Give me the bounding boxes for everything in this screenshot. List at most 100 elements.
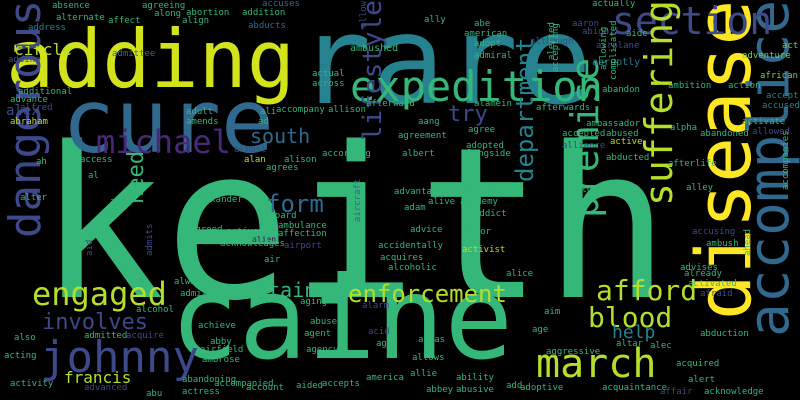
cloud-word: keith bbox=[38, 102, 671, 347]
cloud-word: activist bbox=[462, 245, 506, 255]
cloud-word: addition bbox=[242, 8, 286, 18]
cloud-word: ali bbox=[260, 107, 277, 117]
cloud-word: actress bbox=[182, 387, 220, 397]
cloud-word: alive bbox=[428, 197, 456, 207]
cloud-word: aaron bbox=[572, 19, 600, 29]
cloud-word: alex bbox=[6, 103, 40, 119]
cloud-word: admits bbox=[145, 223, 155, 256]
cloud-word: adoptive bbox=[520, 383, 564, 393]
cloud-word: always bbox=[174, 277, 207, 287]
cloud-word: adopted bbox=[466, 141, 504, 151]
cloud-word: agency bbox=[306, 345, 339, 355]
cloud-word: afterlife bbox=[668, 159, 717, 169]
cloud-word: afterwards bbox=[536, 103, 591, 113]
cloud-word: abusive bbox=[456, 385, 494, 395]
cloud-word: aang bbox=[418, 117, 440, 127]
cloud-word: advice bbox=[410, 225, 443, 235]
cloud-word: actual bbox=[312, 69, 345, 79]
cloud-word: afterward bbox=[366, 99, 415, 109]
cloud-word: abraham bbox=[10, 117, 48, 127]
cloud-word: aftermath bbox=[641, 209, 651, 258]
cloud-word: alan bbox=[244, 155, 266, 165]
cloud-word: engaged bbox=[32, 275, 167, 313]
cloud-word: achieve bbox=[198, 321, 236, 331]
cloud-word: activates bbox=[226, 227, 275, 237]
cloud-word: add bbox=[506, 381, 523, 391]
cloud-word: adam bbox=[404, 203, 426, 213]
cloud-word: alice bbox=[506, 269, 534, 279]
cloud-word: altar bbox=[616, 339, 644, 349]
cloud-word: ambush bbox=[706, 239, 739, 249]
cloud-word: ambition bbox=[668, 81, 712, 91]
cloud-word: address bbox=[28, 23, 66, 33]
cloud-word: rare bbox=[298, 0, 592, 132]
cloud-word: ad bbox=[258, 117, 269, 127]
cloud-word: ahead bbox=[743, 228, 753, 256]
cloud-word: department bbox=[511, 37, 539, 183]
cloud-word: ally bbox=[424, 15, 446, 25]
cloud-word: adding bbox=[8, 55, 41, 65]
cloud-word: admittee bbox=[112, 49, 156, 59]
cloud-word: abducted bbox=[606, 153, 650, 163]
cloud-word: alcohol bbox=[136, 305, 174, 315]
cloud-word: aim bbox=[544, 307, 561, 317]
cloud-word: almost bbox=[234, 145, 267, 155]
cloud-word: academy bbox=[460, 197, 498, 207]
cloud-word: enforcement bbox=[348, 280, 507, 308]
cloud-word: aided bbox=[296, 381, 324, 391]
cloud-word: afraid bbox=[700, 289, 733, 299]
cloud-word: accompany bbox=[276, 105, 325, 115]
cloud-word: aged bbox=[376, 339, 398, 349]
cloud-word: abby bbox=[210, 337, 232, 347]
cloud-word: activate bbox=[742, 117, 786, 127]
cloud-word: abigail bbox=[582, 27, 620, 37]
cloud-word: abandon bbox=[602, 85, 640, 95]
cloud-word: abducts bbox=[248, 21, 286, 31]
cloud-word: age bbox=[532, 325, 549, 335]
cloud-word: active bbox=[610, 137, 643, 147]
cloud-word: accidentally bbox=[378, 241, 444, 251]
cloud-word: african bbox=[760, 71, 798, 81]
cloud-word: complicated bbox=[609, 20, 619, 80]
cloud-word: expedition bbox=[350, 62, 603, 111]
cloud-word: across bbox=[312, 79, 345, 89]
cloud-word: agreed bbox=[190, 225, 223, 235]
cloud-word: aid bbox=[85, 239, 95, 256]
cloud-word: acknowledges bbox=[220, 239, 286, 249]
cloud-word: aboard bbox=[264, 211, 297, 221]
cloud-word: acquire bbox=[126, 331, 164, 341]
cloud-word: accepting bbox=[551, 23, 561, 72]
cloud-word: allowing bbox=[599, 26, 609, 70]
cloud-word: form bbox=[266, 190, 324, 218]
cloud-word: abduction bbox=[700, 329, 749, 339]
cloud-word: alpha bbox=[670, 123, 698, 133]
cloud-word: al bbox=[88, 171, 99, 181]
cloud-word: help bbox=[612, 322, 656, 343]
cloud-word: francis bbox=[64, 368, 132, 387]
cloud-word: abused bbox=[606, 129, 639, 139]
cloud-word: involves bbox=[42, 310, 148, 335]
cloud-word: although bbox=[530, 37, 574, 47]
cloud-word: air bbox=[264, 255, 281, 265]
cloud-word: section bbox=[612, 0, 773, 43]
cloud-word: johnny bbox=[40, 332, 199, 383]
cloud-word: access bbox=[80, 155, 113, 165]
cloud-word: south bbox=[250, 124, 311, 148]
cloud-word: alien bbox=[252, 235, 277, 244]
cloud-word: abu bbox=[146, 389, 163, 399]
cloud-word: advantage bbox=[394, 187, 443, 197]
cloud-word: affection bbox=[278, 229, 327, 239]
cloud-word: alamein bbox=[474, 99, 512, 109]
cloud-word: blood bbox=[588, 301, 673, 334]
cloud-word: acid bbox=[368, 327, 390, 337]
cloud-word: ambrose bbox=[202, 355, 240, 365]
cloud-word: airfield bbox=[200, 345, 244, 355]
cloud-word: accuses bbox=[262, 0, 300, 9]
cloud-word: align bbox=[182, 16, 210, 26]
cloud-word: ah bbox=[36, 157, 47, 167]
cloud-word: allison bbox=[328, 105, 366, 115]
cloud-word: alexander bbox=[194, 195, 243, 205]
cloud-word: adventure bbox=[742, 51, 791, 61]
cloud-word: america bbox=[366, 373, 404, 383]
